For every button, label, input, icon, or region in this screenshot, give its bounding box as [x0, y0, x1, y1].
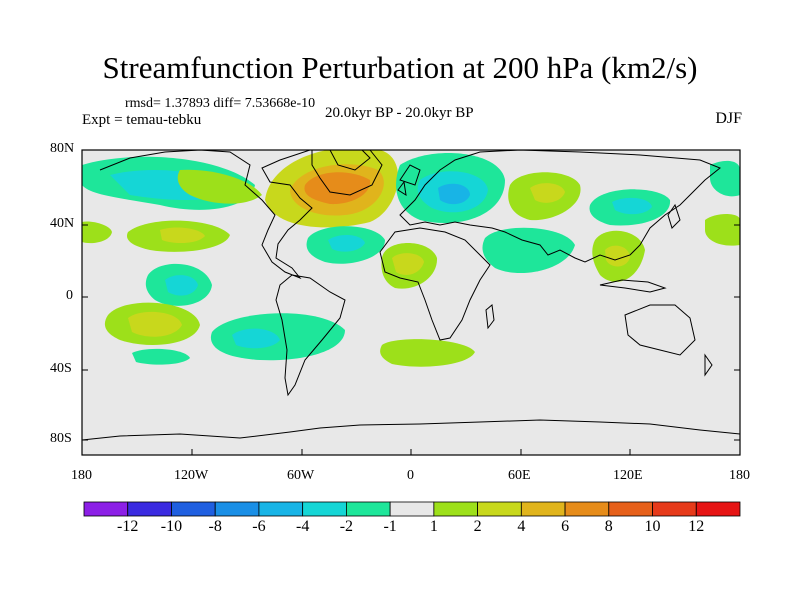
colorbar-swatch	[214, 501, 260, 517]
lon-tick-label: 60E	[508, 468, 531, 483]
lon-tick-label: 120E	[613, 468, 643, 483]
coastlines	[82, 150, 740, 441]
colorbar-label: 4	[517, 518, 526, 535]
stats-label: rmsd= 1.37893 diff= 7.53668e-10	[125, 96, 316, 111]
colorbar-label: -1	[383, 518, 397, 535]
lat-tick-marks	[82, 149, 740, 441]
period-label: 20.0kyr BP - 20.0kyr BP	[325, 105, 474, 121]
lat-tick-label: 0	[66, 288, 73, 303]
lon-tick-label: 180	[729, 468, 750, 483]
colorbar-label: -8	[208, 518, 222, 535]
colorbar-swatch	[345, 501, 391, 517]
colorbar-label: -4	[295, 518, 310, 535]
colorbar-label: 10	[644, 518, 661, 535]
lon-tick-marks	[81, 449, 741, 455]
lon-tick-label: 180	[71, 468, 92, 483]
experiment-label: Expt = temau-tebku	[82, 112, 202, 128]
colorbar-label: 12	[688, 518, 705, 535]
colorbar-swatch	[695, 501, 741, 517]
colorbar-label: -12	[117, 518, 139, 535]
colorbar-swatch	[83, 501, 129, 517]
colorbar-label: -10	[160, 518, 183, 535]
colorbar-label: 6	[561, 518, 570, 535]
colorbar-swatch	[389, 501, 435, 517]
colorbar	[83, 501, 741, 517]
colorbar-label: 2	[473, 518, 482, 535]
map-title: Streamfunction Perturbation at 200 hPa (…	[102, 50, 698, 85]
colorbar-swatch	[477, 501, 522, 517]
colorbar-swatch	[171, 501, 216, 517]
colorbar-label: 1	[429, 518, 438, 535]
colorbar-swatch	[433, 501, 479, 517]
contour-fields	[82, 150, 740, 367]
lat-tick-label: 80S	[50, 431, 72, 446]
lon-tick-label: 0	[407, 468, 414, 483]
lat-tick-label: 40N	[50, 216, 75, 231]
colorbar-swatch	[608, 501, 653, 517]
lat-tick-label: 80N	[50, 141, 75, 156]
lon-tick-label: 120W	[174, 468, 209, 483]
colorbar-swatch	[127, 501, 172, 517]
colorbar-swatch	[564, 501, 610, 517]
season-label: DJF	[715, 110, 742, 127]
colorbar-label: -2	[339, 518, 354, 535]
lat-tick-label: 40S	[50, 361, 72, 376]
colorbar-label: 8	[604, 518, 613, 535]
colorbar-label: -6	[252, 518, 266, 535]
colorbar-swatch	[652, 501, 697, 517]
colorbar-swatch	[520, 501, 566, 517]
colorbar-swatch	[258, 501, 304, 517]
colorbar-swatch	[302, 501, 347, 517]
lon-tick-label: 60W	[287, 468, 315, 483]
